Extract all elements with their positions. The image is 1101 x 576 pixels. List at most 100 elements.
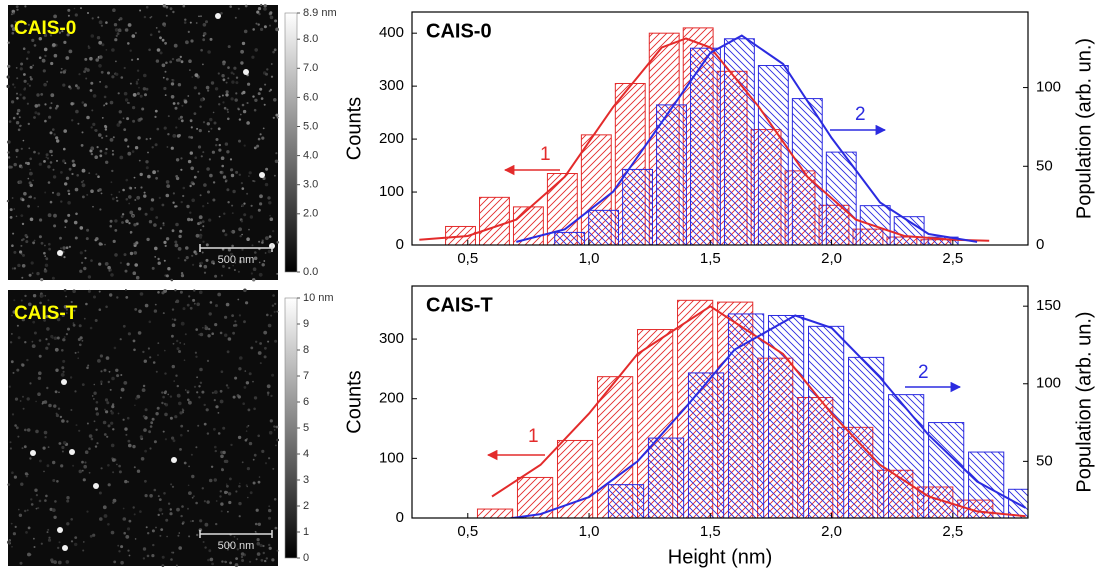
annotation: 1 xyxy=(528,426,539,447)
grain xyxy=(161,555,165,559)
grain xyxy=(165,77,169,81)
grain xyxy=(157,257,160,261)
grain xyxy=(11,31,15,35)
grain xyxy=(38,371,42,376)
grain xyxy=(257,480,261,484)
grain xyxy=(75,424,78,427)
grain xyxy=(259,342,262,345)
grain xyxy=(134,404,136,407)
grain xyxy=(128,222,131,225)
grain xyxy=(95,412,100,416)
grain xyxy=(181,505,184,508)
grain xyxy=(214,274,218,278)
grain xyxy=(142,384,146,388)
grain xyxy=(133,466,136,469)
grain xyxy=(268,543,271,547)
grain xyxy=(272,50,275,54)
grain xyxy=(51,276,55,280)
grain xyxy=(222,78,226,82)
grain xyxy=(80,144,84,147)
grain xyxy=(48,536,51,539)
plot-frame xyxy=(411,11,1029,246)
grain xyxy=(77,338,81,341)
grain xyxy=(245,381,250,385)
grain xyxy=(272,467,275,470)
grain xyxy=(227,111,229,113)
grain xyxy=(26,57,29,60)
grain xyxy=(52,128,55,131)
grain xyxy=(123,381,128,385)
grain xyxy=(159,227,162,230)
grain xyxy=(121,221,124,224)
grain xyxy=(180,60,184,64)
x-tick-label: 2,5 xyxy=(942,523,963,540)
grain xyxy=(46,464,50,468)
colorbar-tick-label: 9 xyxy=(303,318,309,330)
grain xyxy=(115,72,119,76)
grain xyxy=(199,262,202,265)
grain xyxy=(163,492,166,495)
grain xyxy=(19,67,23,71)
grain xyxy=(157,513,160,517)
grain xyxy=(222,265,225,268)
grain xyxy=(264,83,267,86)
grain xyxy=(111,149,114,152)
grain xyxy=(90,152,94,156)
grain xyxy=(162,76,165,79)
grain xyxy=(134,538,137,540)
grain xyxy=(234,16,237,19)
grain xyxy=(259,133,262,136)
grain xyxy=(89,534,93,538)
grain xyxy=(224,233,228,237)
grain xyxy=(188,535,191,538)
grain xyxy=(249,491,253,495)
grain xyxy=(21,363,25,367)
grain xyxy=(219,170,223,174)
grain xyxy=(33,44,37,47)
grain xyxy=(190,126,193,129)
grain xyxy=(38,56,42,59)
grain xyxy=(254,48,258,52)
grain xyxy=(22,395,24,398)
grain xyxy=(120,560,124,565)
grain xyxy=(70,409,73,411)
grain xyxy=(44,436,47,439)
grain xyxy=(218,215,221,218)
grain xyxy=(134,31,137,35)
grain xyxy=(199,381,203,384)
grain xyxy=(228,266,231,270)
grain xyxy=(213,390,218,394)
grain xyxy=(99,81,101,83)
grain xyxy=(54,314,58,317)
grain xyxy=(29,168,32,171)
grain xyxy=(64,219,68,223)
grain xyxy=(179,342,182,344)
grain xyxy=(197,170,200,173)
grain xyxy=(148,320,152,324)
grain xyxy=(271,373,275,377)
grain xyxy=(231,244,234,248)
grain xyxy=(201,487,204,490)
grain xyxy=(13,162,17,167)
grain xyxy=(17,435,20,438)
grain xyxy=(22,407,25,410)
grain xyxy=(164,438,167,441)
grain xyxy=(8,120,12,123)
grain xyxy=(235,76,239,79)
grain xyxy=(260,3,263,7)
grain xyxy=(263,330,268,335)
grain xyxy=(222,62,226,66)
grain xyxy=(110,181,113,184)
grain xyxy=(251,244,254,247)
grain xyxy=(239,113,242,116)
grain xyxy=(15,426,19,430)
grain xyxy=(76,86,80,90)
grain xyxy=(107,424,111,428)
grain xyxy=(240,552,245,556)
grain xyxy=(16,112,19,115)
grain xyxy=(142,415,146,418)
grain xyxy=(144,408,148,412)
grain xyxy=(271,558,275,562)
grain xyxy=(257,522,261,526)
grain xyxy=(260,27,264,31)
